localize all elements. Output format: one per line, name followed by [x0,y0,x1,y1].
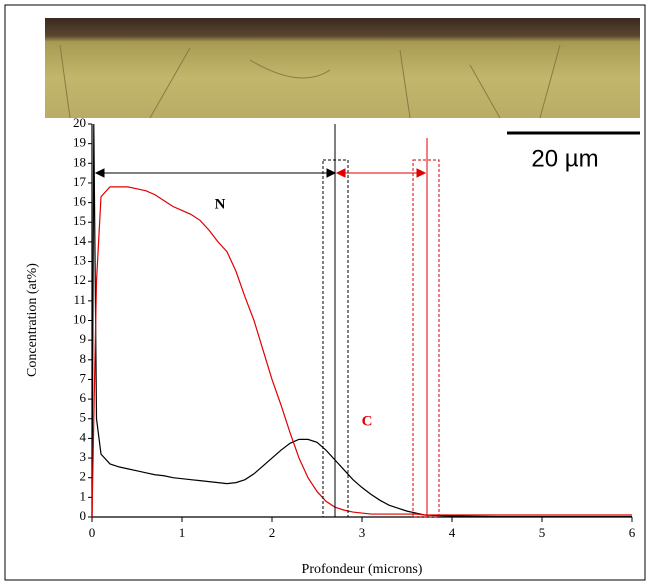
y-tick-label: 1 [80,488,87,503]
frame [4,4,646,581]
y-tick-label: 16 [73,194,87,209]
y-tick-label: 20 [73,115,86,130]
y-tick-label: 0 [80,508,87,523]
x-tick-label: 3 [359,525,366,540]
y-tick-label: 10 [73,311,86,326]
n-arrow [94,168,337,178]
series-label: N [215,196,226,212]
dashed-box [412,159,440,518]
series-line [91,123,632,518]
y-tick-label: 18 [73,154,86,169]
y-tick-label: 19 [73,135,86,150]
y-tick-label: 11 [73,292,86,307]
y-tick-label: 17 [73,174,87,189]
y-tick-label: 7 [80,370,87,385]
y-axis-title: Concentration (at%) [25,263,40,377]
y-tick-label: 5 [80,410,87,425]
x-tick-label: 5 [539,525,546,540]
x-tick-label: 2 [269,525,276,540]
x-tick-label: 4 [449,525,456,540]
x-tick-label: 1 [179,525,186,540]
y-tick-label: 6 [80,390,87,405]
y-tick-label: 15 [73,213,86,228]
c-arrow [335,168,427,178]
y-tick-label: 8 [80,351,87,366]
scale-bar-label: 20 µm [531,145,598,172]
y-tick-label: 4 [80,429,87,444]
series-line [91,186,632,518]
dashed-box [322,159,349,518]
y-tick-label: 2 [80,469,87,484]
y-tick-label: 13 [73,253,86,268]
y-tick-label: 9 [80,331,87,346]
y-tick-label: 3 [80,449,87,464]
series-label: C [362,413,373,429]
x-tick-label: 0 [89,525,96,540]
micrograph-features [59,44,561,119]
x-axis-title: Profondeur (microns) [302,562,423,577]
y-tick-label: 14 [73,233,87,248]
micrograph [45,18,640,118]
y-tick-label: 12 [73,272,86,287]
x-tick-label: 6 [629,525,636,540]
